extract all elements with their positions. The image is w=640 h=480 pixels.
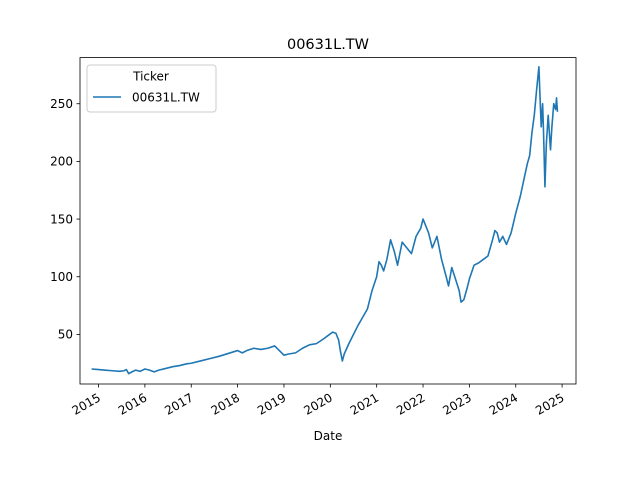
x-tick-label-2023: 2023 bbox=[440, 390, 473, 417]
x-tick-label-2015: 2015 bbox=[70, 390, 103, 417]
x-tick-label-2019: 2019 bbox=[255, 390, 288, 417]
y-tick-label-150: 150 bbox=[50, 212, 73, 226]
plot-frame bbox=[79, 57, 577, 385]
x-tick-label-2017: 2017 bbox=[162, 390, 195, 417]
chart-title: 00631L.TW bbox=[287, 37, 369, 53]
legend-entry-00631l: 00631L.TW bbox=[132, 91, 200, 105]
x-tick-label-2022: 2022 bbox=[394, 390, 427, 417]
y-tick-label-50: 50 bbox=[58, 328, 73, 342]
x-axis: 2015 2016 2017 2018 2019 2020 2021 2022 2023 2024… bbox=[70, 384, 567, 418]
series-layer bbox=[91, 66, 559, 375]
y-tick-label-200: 200 bbox=[50, 155, 73, 169]
legend-title: Ticker bbox=[132, 70, 169, 84]
x-tick-label-2016: 2016 bbox=[116, 390, 149, 417]
x-axis-label: Date bbox=[314, 429, 343, 443]
x-tick-label-2018: 2018 bbox=[209, 390, 242, 417]
legend-box bbox=[86, 64, 217, 113]
x-tick-label-2024: 2024 bbox=[487, 390, 520, 417]
x-tick-label-2021: 2021 bbox=[348, 390, 381, 417]
y-tick-label-250: 250 bbox=[50, 97, 73, 111]
x-tick-label-2025: 2025 bbox=[533, 390, 566, 417]
series-line-0 bbox=[91, 66, 559, 375]
x-tick-label-2020: 2020 bbox=[301, 390, 334, 417]
legend: Ticker 00631L.TW bbox=[86, 64, 217, 113]
y-axis: 50 100 150 200 250 bbox=[50, 97, 80, 342]
y-tick-label-100: 100 bbox=[50, 270, 73, 284]
